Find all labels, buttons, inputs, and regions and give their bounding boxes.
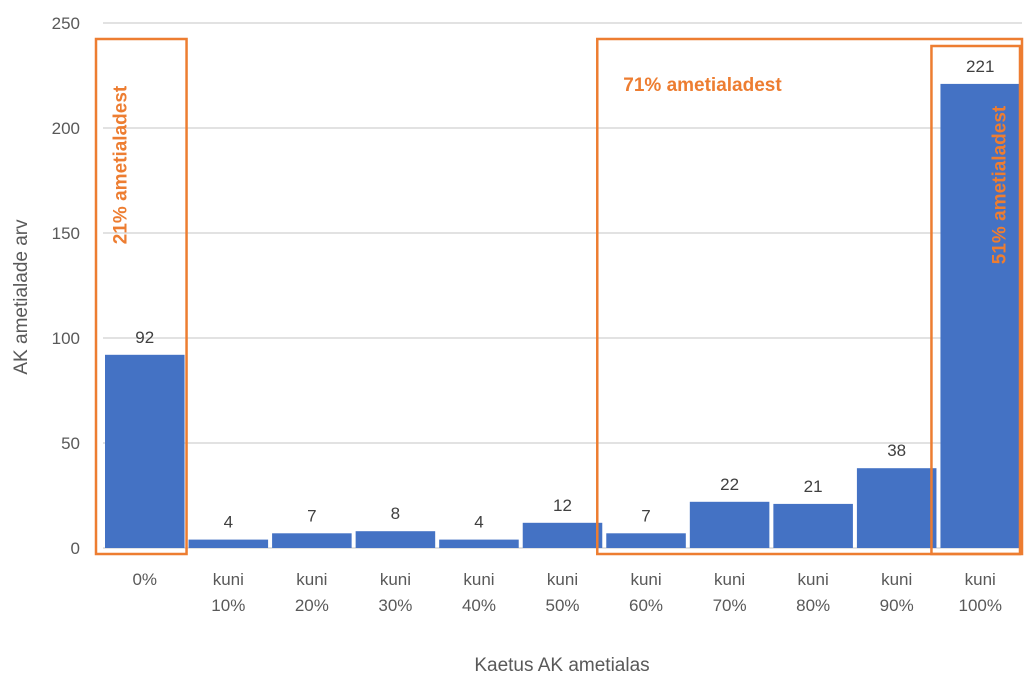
y-tick-label: 100 <box>52 329 80 348</box>
data-label: 22 <box>720 475 739 494</box>
bar <box>439 539 519 548</box>
bars <box>105 83 1020 549</box>
x-tick-label: kuni 80% <box>796 570 830 615</box>
data-label: 7 <box>307 506 316 525</box>
bar <box>355 531 436 548</box>
annotation-label: 21% ametialadest <box>110 85 131 244</box>
bar <box>272 533 352 548</box>
x-tick-label: kuni 50% <box>545 570 579 615</box>
x-tick-label: kuni 100% <box>958 570 1001 615</box>
data-label: 92 <box>135 328 154 347</box>
data-label: 4 <box>474 513 483 532</box>
annotation-frame <box>94 37 188 556</box>
data-label: 8 <box>391 504 400 523</box>
data-label: 4 <box>224 513 233 532</box>
data-label: 38 <box>887 441 906 460</box>
x-tick-label: kuni 70% <box>713 570 747 615</box>
y-axis-ticks: 0 50 100 150 200 250 <box>52 14 80 558</box>
y-tick-label: 200 <box>52 119 80 138</box>
annotation-frame <box>930 44 1022 556</box>
data-label: 12 <box>553 496 572 515</box>
y-tick-label: 150 <box>52 224 80 243</box>
data-label: 221 <box>966 57 994 76</box>
bar <box>606 533 686 548</box>
bar <box>773 503 853 548</box>
y-tick-label: 0 <box>71 539 80 558</box>
x-tick-label: kuni 30% <box>378 570 412 615</box>
x-tick-label: kuni 90% <box>880 570 914 615</box>
bar <box>856 468 937 548</box>
bar <box>689 501 770 548</box>
x-tick-label: 0% <box>132 570 157 589</box>
y-axis-title: AK ametialade arv <box>11 219 32 375</box>
data-label: 21 <box>804 477 823 496</box>
annotations: 21% ametialadest 71% ametialadest 51% amet… <box>94 37 1024 556</box>
annotation-label: 51% ametialadest <box>990 105 1011 264</box>
x-tick-label: kuni 10% <box>211 570 245 615</box>
bar <box>105 354 185 548</box>
data-labels: 92 4 7 8 4 12 7 22 21 38 221 <box>135 57 994 532</box>
x-tick-label: kuni 20% <box>295 570 329 615</box>
y-tick-label: 250 <box>52 14 80 33</box>
data-label: 7 <box>641 506 650 525</box>
bar <box>522 522 603 548</box>
bar <box>940 83 1020 549</box>
x-tick-label: kuni 60% <box>629 570 663 615</box>
bar <box>188 539 269 548</box>
annotation-frame <box>596 37 1024 556</box>
x-axis-ticks: 0% kuni 10% kuni 20% kuni 30% kuni 40% kuni 50% kun… <box>132 570 1001 615</box>
x-tick-label: kuni 40% <box>462 570 496 615</box>
x-axis-title: Kaetus AK ametialas <box>474 655 649 675</box>
y-tick-label: 50 <box>61 434 80 453</box>
annotation-label: 71% ametialadest <box>623 75 782 96</box>
